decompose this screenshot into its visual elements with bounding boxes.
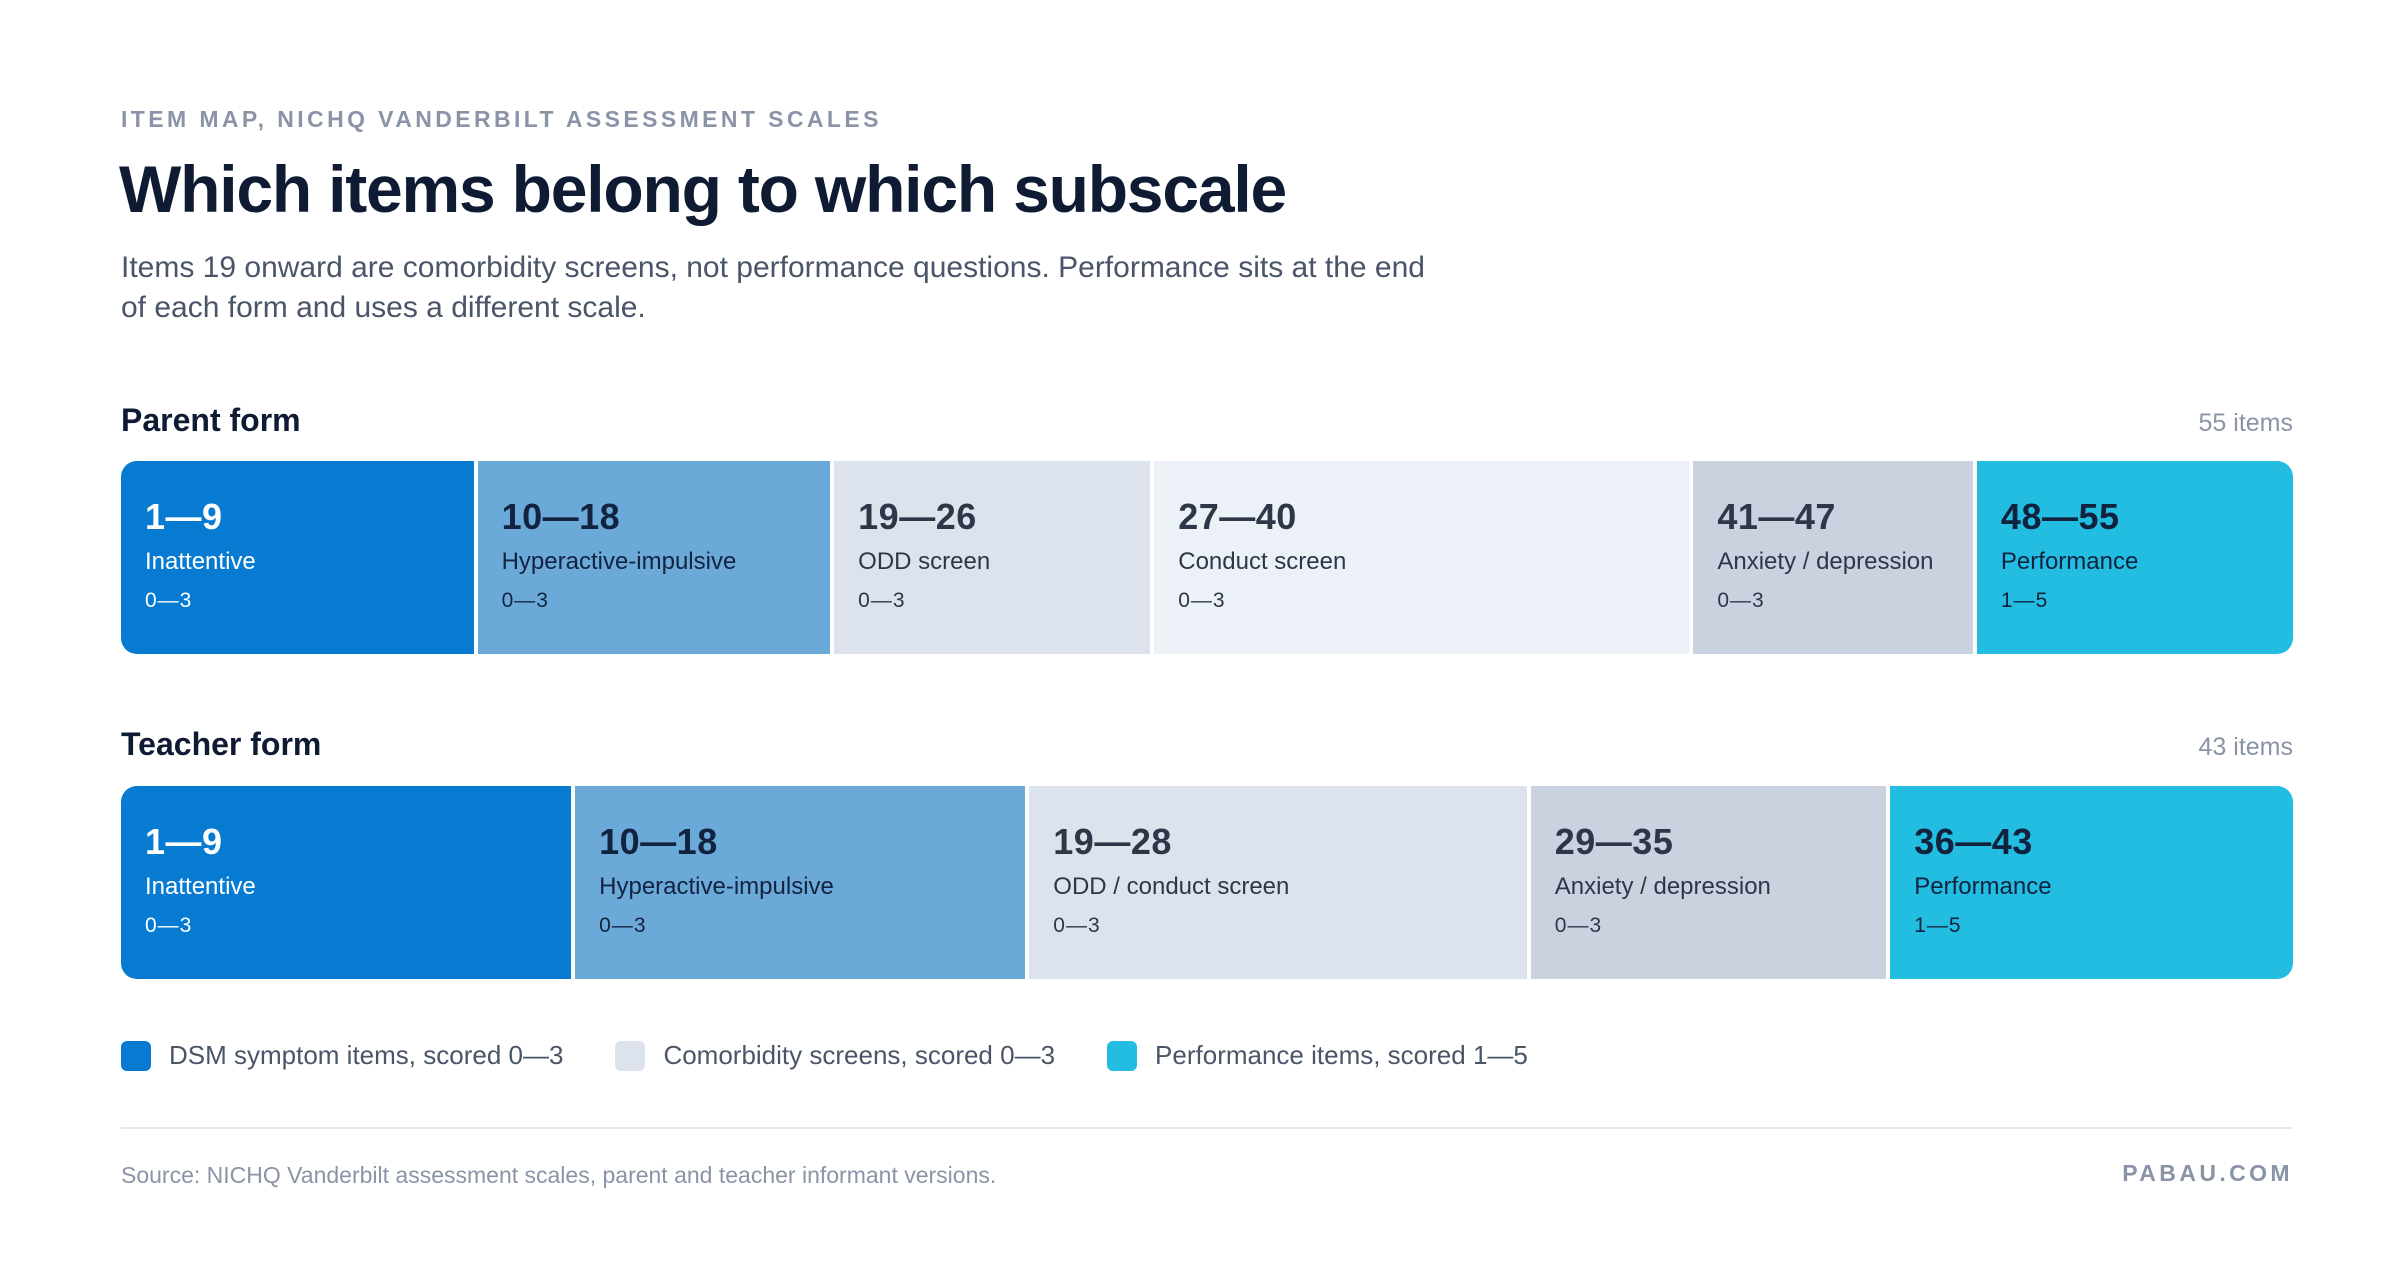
segment-dsm-hyperactive: 10—18 Hyperactive-impulsive 0—3 [477,461,835,654]
segment-scale: 0—3 [599,914,647,938]
legend-swatch [1107,1040,1138,1071]
segment-label: Hyperactive-impulsive [501,548,737,576]
segment-label: Inattentive [145,548,256,576]
segment-label: Inattentive [145,873,256,901]
legend-item-dsm: DSM symptom items, scored 0—3 [121,1040,563,1071]
teacher-form-header: Teacher form 43 items [121,726,2293,763]
parent-form-bar: 1—9 Inattentive 0—3 10—18 Hyperactive-impuls… [121,461,2293,654]
segment-dsm-inattentive: 1—9 Inattentive 0—3 [121,786,576,979]
teacher-form-title: Teacher form [121,726,322,762]
segment-scale: 0—3 [858,589,906,613]
segment-label: ODD / conduct screen [1053,873,1290,901]
parent-form-count: 55 items [2198,409,2293,437]
segment-dsm-inattentive: 1—9 Inattentive 0—3 [121,461,478,654]
segment-scale: 0—3 [145,914,193,938]
brand-logo: PABAU.COM [2122,1160,2293,1186]
segment-scale: 0—3 [1554,914,1603,938]
segment-label: Conduct screen [1178,548,1347,576]
teacher-form-bar: 1—9 Inattentive 0—3 10—18 Hyperactive-impuls… [121,786,2293,979]
segment-range: 41—47 [1717,496,1836,537]
segment-scale: 0—3 [1178,589,1226,613]
segment-performance: 36—43 Performance 1—5 [1890,786,2293,979]
segment-scale: 0—3 [501,589,549,613]
segment-range: 1—9 [145,821,223,862]
segment-range: 19—28 [1053,821,1172,862]
page-title: Which items belong to which subscale [119,152,1287,226]
segment-label: Anxiety / depression [1717,548,1934,576]
legend-label: DSM symptom items, scored 0—3 [169,1040,564,1070]
page-subtitle: Items 19 onward are comorbidity screens,… [121,251,1425,324]
segment-comorbidity: 19—28 ODD / conduct screen 0—3 [1029,786,1531,979]
source-note: Source: NICHQ Vanderbilt assessment scal… [121,1162,997,1188]
segment-comorbidity: 27—40 Conduct screen 0—3 [1154,461,1694,654]
eyebrow: ITEM MAP, NICHQ VANDERBILT ASSESSMENT SC… [121,106,882,132]
legend-swatch [121,1040,151,1071]
legend: DSM symptom items, scored 0—3 Comorbidit… [121,1040,1580,1071]
segment-label: Hyperactive-impulsive [599,873,834,901]
legend-item-performance: Performance items, scored 1—5 [1107,1040,1528,1071]
teacher-form-count: 43 items [2198,733,2293,761]
segment-range: 48—55 [2000,496,2120,537]
segment-dsm-hyperactive: 10—18 Hyperactive-impulsive 0—3 [575,786,1030,979]
segment-range: 1—9 [145,496,223,537]
parent-form-title: Parent form [121,402,301,438]
segment-scale: 1—5 [1914,914,1962,938]
segment-comorbidity: 29—35 Anxiety / depression 0—3 [1530,786,1891,979]
segment-label: Performance [2000,548,2139,576]
segment-comorbidity: 41—47 Anxiety / depression 0—3 [1693,461,1977,654]
segment-scale: 0—3 [145,589,193,613]
segment-range: 10—18 [599,821,718,862]
segment-scale: 0—3 [1053,914,1101,938]
segment-range: 29—35 [1554,821,1674,862]
legend-label: Performance items, scored 1—5 [1155,1040,1528,1070]
legend-swatch [615,1040,646,1071]
segment-scale: 1—5 [2000,589,2049,613]
footer-divider [121,1127,2293,1129]
parent-form-header: Parent form 55 items [121,402,2293,439]
legend-label: Comorbidity screens, scored 0—3 [663,1040,1056,1070]
segment-range: 36—43 [1914,821,2033,862]
segment-label: ODD screen [858,548,991,576]
segment-comorbidity: 19—26 ODD screen 0—3 [834,461,1155,654]
segment-label: Performance [1914,873,2052,901]
segment-performance: 48—55 Performance 1—5 [1976,461,2293,654]
segment-range: 10—18 [501,496,621,537]
segment-range: 27—40 [1178,496,1297,537]
segment-label: Anxiety / depression [1554,873,1771,901]
segment-range: 19—26 [858,496,977,537]
segment-scale: 0—3 [1717,589,1765,613]
legend-item-comorbidity: Comorbidity screens, scored 0—3 [615,1040,1055,1071]
